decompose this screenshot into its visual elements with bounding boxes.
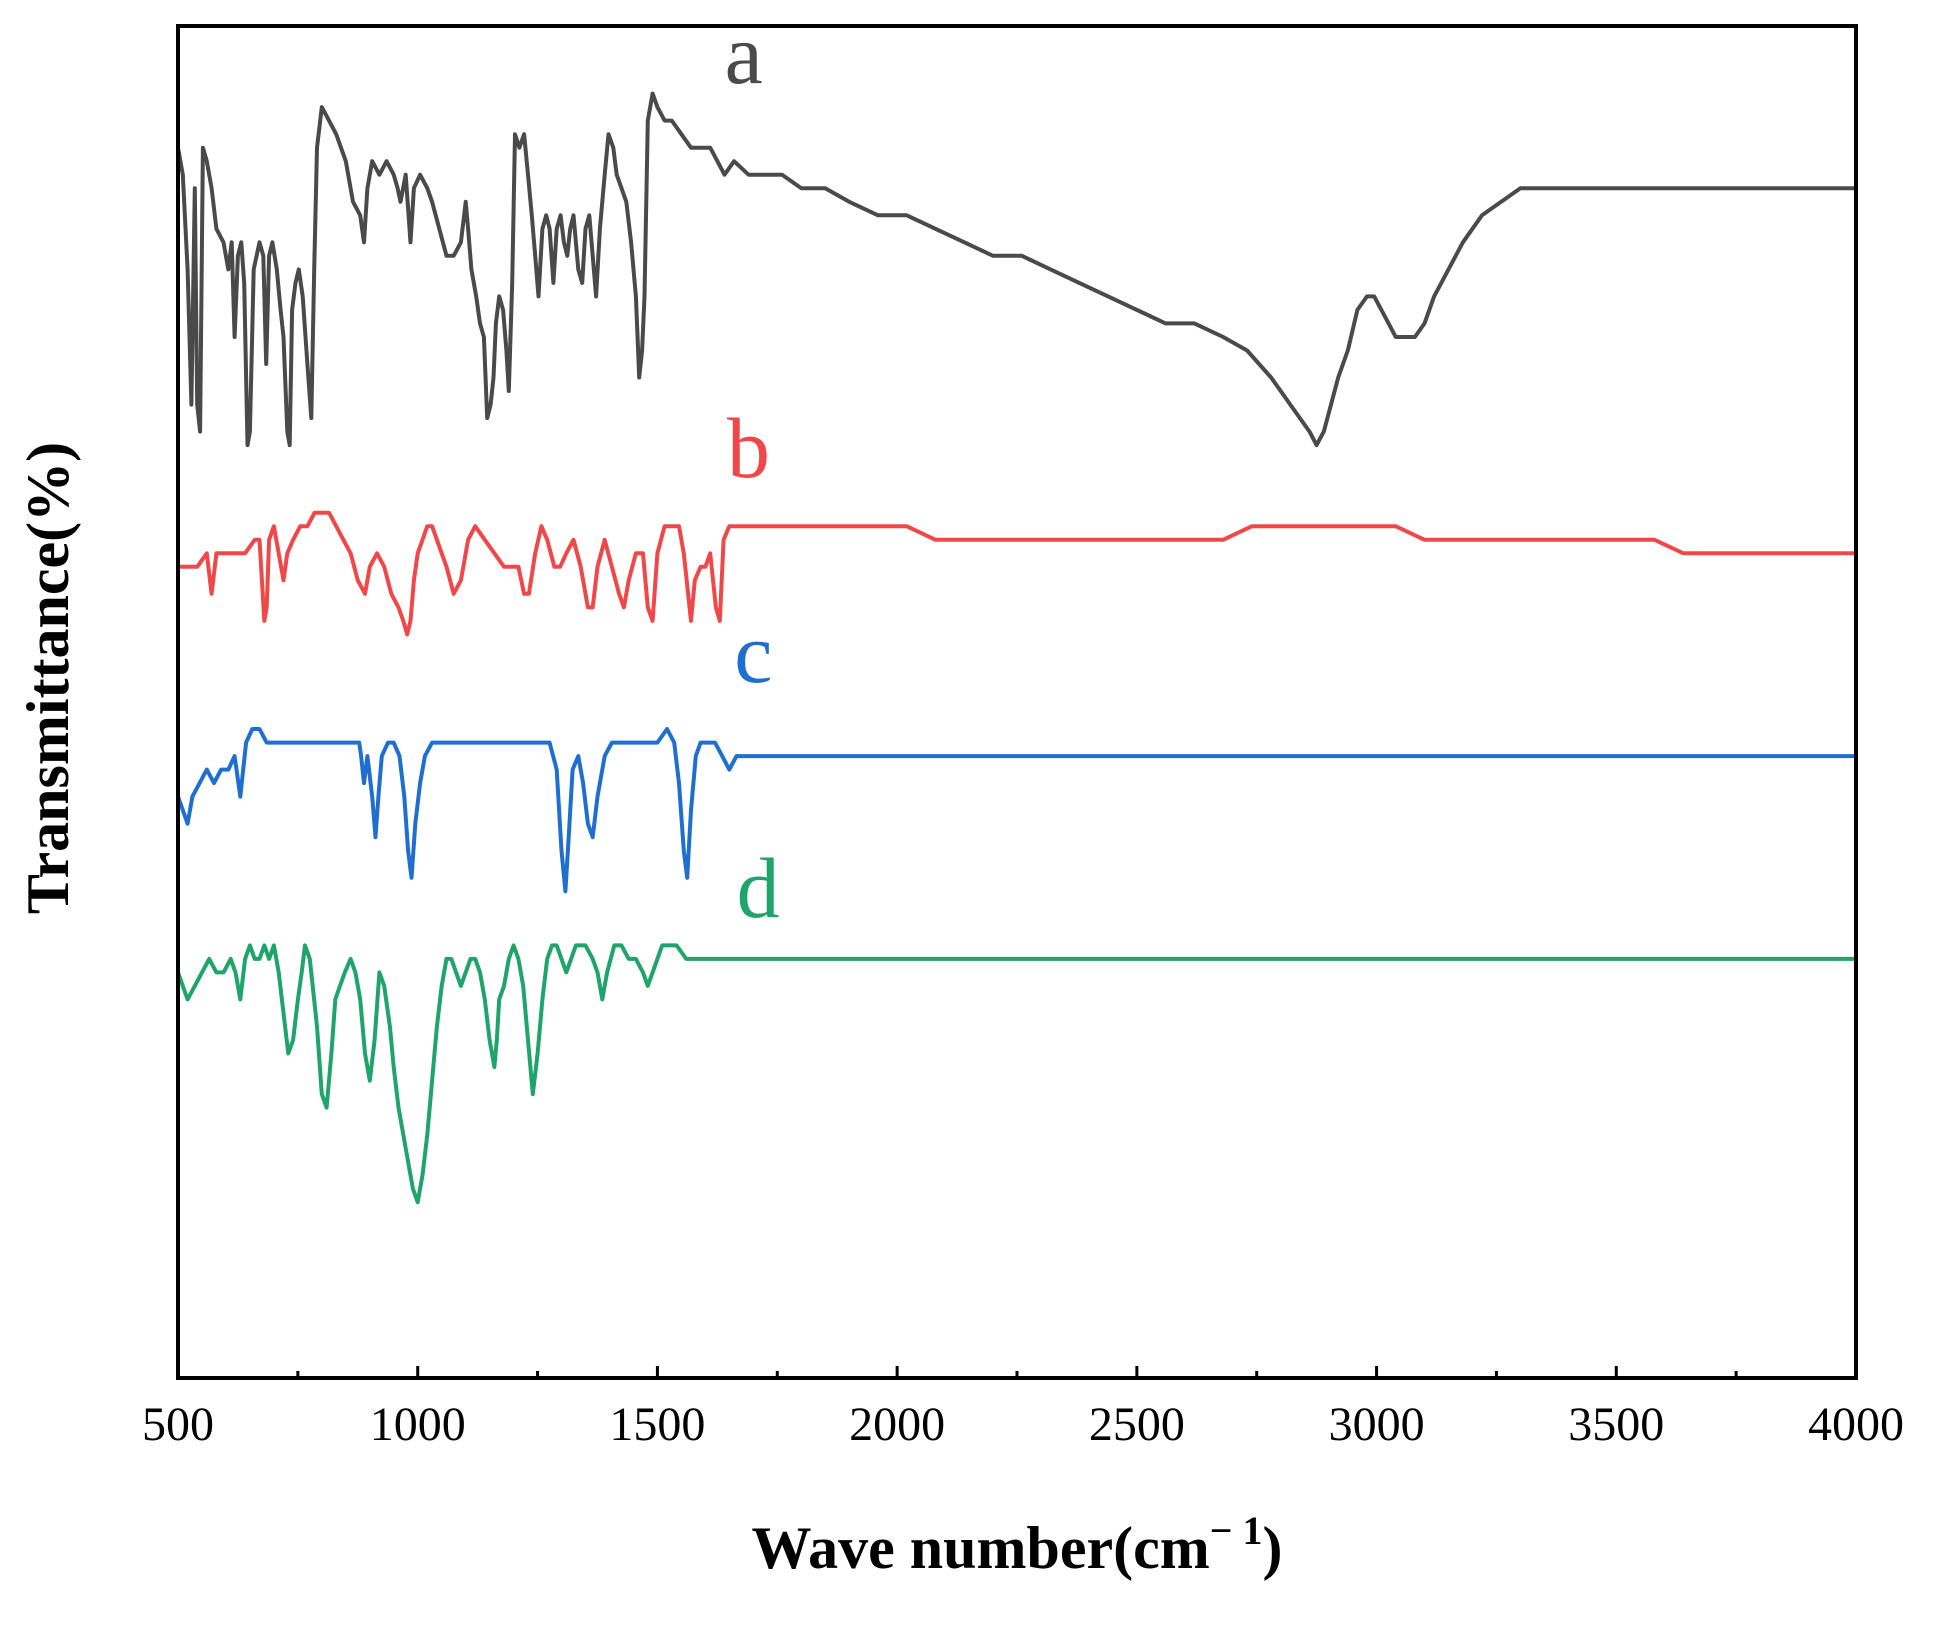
series-label-d: d	[737, 840, 780, 936]
x-tick-label-1500: 1500	[609, 1398, 705, 1451]
x-tick-label-3500: 3500	[1568, 1398, 1664, 1451]
series-label-b: b	[727, 400, 770, 496]
series-labels: a b c d	[725, 6, 780, 936]
x-tick-label-2500: 2500	[1089, 1398, 1185, 1451]
series-line-b	[178, 510, 1856, 637]
x-tick-label-4000: 4000	[1808, 1398, 1904, 1451]
x-axis-ticks: 500 1000 1500 2000 2500 3000 3500 4000	[142, 1366, 1904, 1451]
series-label-c: c	[734, 605, 772, 701]
x-axis-title-close: )	[1263, 1515, 1283, 1581]
y-axis-title: Transmittance(%)	[15, 442, 81, 914]
series-label-a: a	[725, 6, 763, 102]
x-tick-label-3000: 3000	[1329, 1398, 1425, 1451]
x-tick-label-500: 500	[142, 1398, 214, 1451]
x-axis-title-main: Wave number(cm	[751, 1515, 1209, 1581]
x-tick-label-1000: 1000	[370, 1398, 466, 1451]
x-axis-title: Wave number(cm− 1)	[751, 1508, 1282, 1581]
series-line-a	[176, 91, 1856, 448]
x-tick-label-2000: 2000	[849, 1398, 945, 1451]
series-line-d	[176, 943, 1856, 1205]
series-line-c	[176, 727, 1856, 894]
x-axis-title-sup: − 1	[1210, 1508, 1263, 1553]
series-layer	[176, 91, 1856, 1205]
